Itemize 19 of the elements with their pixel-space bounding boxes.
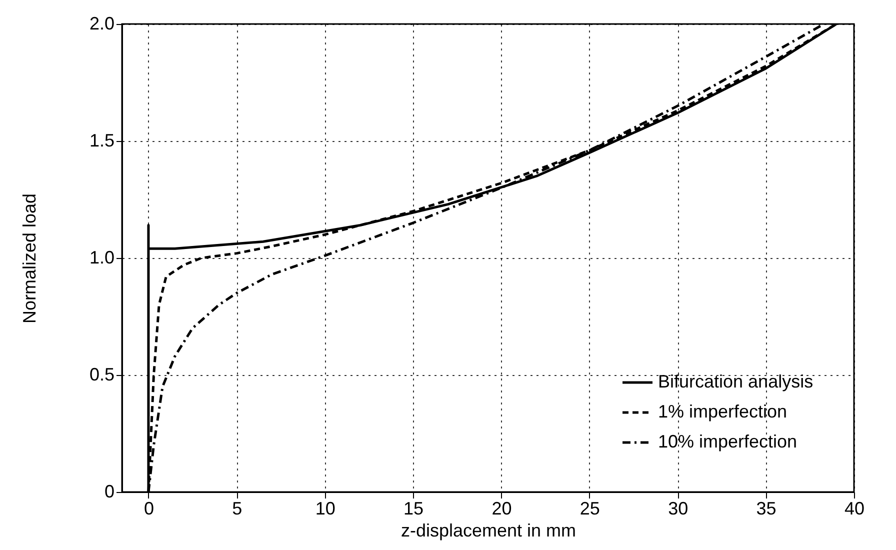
x-tick-label: 25 — [580, 498, 600, 518]
legend-label: 1% imperfection — [658, 402, 788, 422]
x-tick-label: 20 — [492, 498, 512, 518]
y-tick-label: 0.5 — [89, 364, 114, 384]
legend-label: Bifurcation analysis — [658, 372, 814, 392]
y-tick-label: 1.0 — [89, 248, 114, 268]
y-tick-label: 1.5 — [89, 130, 114, 150]
legend-label: 10% imperfection — [658, 432, 798, 452]
x-tick-label: 0 — [144, 498, 154, 518]
y-axis-title: Normalized load — [19, 193, 40, 324]
x-tick-label: 30 — [668, 498, 688, 518]
x-axis-title: z-displacement in mm — [400, 520, 576, 540]
y-tick-label: 2.0 — [89, 14, 114, 34]
x-tick-label: 10 — [315, 498, 336, 518]
x-tick-label: 15 — [404, 498, 424, 518]
x-tick-label: 35 — [756, 498, 776, 518]
x-tick-label: 40 — [844, 498, 865, 518]
y-tick-label: 0 — [104, 482, 114, 502]
x-tick-label: 5 — [232, 498, 242, 518]
